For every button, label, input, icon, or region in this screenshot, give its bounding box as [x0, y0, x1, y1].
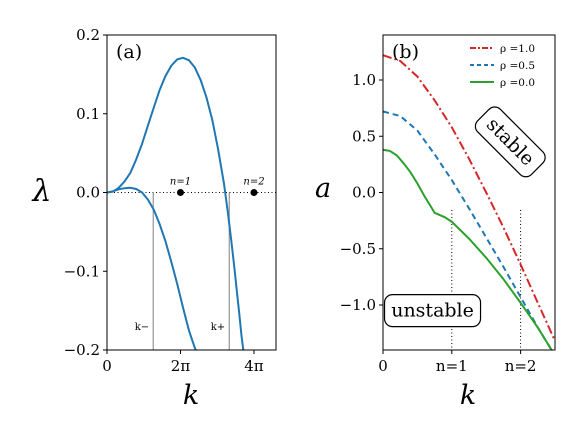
panel-b-legend: ρ =1.0 ρ =0.5 ρ =0.0	[470, 43, 535, 89]
region-annotation: stable	[474, 106, 546, 178]
annotation-text: unstable	[391, 300, 474, 322]
panel-a-label: (a)	[116, 41, 142, 63]
panel-b: 0 n=1 n=2−1.0−0.50.00.51.0 (b) k a ρ =1.0ρ…	[315, 34, 556, 411]
panel-b-ylabel: a	[315, 173, 331, 204]
panel-b-label: (b)	[392, 41, 419, 63]
mode-point	[176, 189, 184, 196]
panel-b-annotations: stable unstable	[383, 106, 546, 328]
annotation-box	[474, 106, 546, 178]
panel-b-xtick-label: n=2	[505, 357, 537, 375]
panel-a-ticks: 0 2π 4π −0.2 −0.1 0.0 0.1 0.2	[64, 26, 264, 375]
panel-a-curves	[107, 56, 245, 350]
panel-a-ytick-label: 0.0	[76, 184, 100, 202]
panel-a-ylabel: λ	[31, 174, 51, 209]
panel-a-overlays: k− k+	[107, 192, 276, 350]
legend-label: ρ =0.5	[500, 60, 535, 72]
panel-a-xtick-label: 4π	[244, 357, 264, 375]
mode-point-label: n=1	[170, 177, 191, 188]
dispersion-curve	[107, 56, 245, 350]
marker-line-label: k−	[135, 322, 149, 333]
panel-b-curves	[383, 54, 555, 350]
region-annotation: unstable	[383, 294, 482, 328]
panel-b-ticks: 0 n=1 n=2 −1.0 −0.5 0.0 0.5 1.0	[340, 71, 537, 375]
panel-a-ytick-label: −0.2	[64, 341, 100, 359]
annotation-box	[383, 294, 482, 328]
panel-a: k− k+ n=1 n=2 0 2π 4π −0.2 −0.1 0.0 0.1 0.2 (a) k…	[31, 26, 277, 411]
panel-b-ytick-label: 0.0	[352, 184, 376, 202]
stability-curve	[383, 148, 553, 350]
stability-curve	[383, 110, 553, 350]
panel-b-xtick-label: n=1	[436, 357, 468, 375]
stability-curve	[383, 54, 555, 342]
mode-point	[250, 189, 258, 196]
panel-a-ytick-label: 0.1	[76, 105, 100, 123]
panel-b-xtick-label: 0	[378, 357, 388, 375]
panel-a-xtick-label: 0	[102, 357, 112, 375]
panel-a-xlabel: k	[183, 380, 199, 411]
panel-b-ytick-label: 1.0	[352, 71, 376, 89]
panel-b-ytick-label: 0.5	[352, 127, 376, 145]
dispersion-curve	[107, 186, 197, 350]
panel-b-xlabel: k	[460, 380, 476, 411]
panel-a-ytick-label: −0.1	[64, 262, 100, 280]
legend-label: ρ =1.0	[500, 43, 535, 55]
panel-a-marks: n=1 n=2	[170, 177, 265, 196]
panel-b-overlays	[451, 210, 522, 350]
panel-a-xtick-label: 2π	[171, 357, 191, 375]
panel-b-ytick-label: −0.5	[340, 240, 376, 258]
panel-b-ytick-label: −1.0	[340, 296, 376, 314]
marker-line-label: k+	[211, 322, 225, 333]
panel-a-ytick-label: 0.2	[76, 26, 100, 44]
legend-label: ρ =0.0	[500, 77, 535, 89]
mode-point-label: n=2	[243, 177, 264, 188]
